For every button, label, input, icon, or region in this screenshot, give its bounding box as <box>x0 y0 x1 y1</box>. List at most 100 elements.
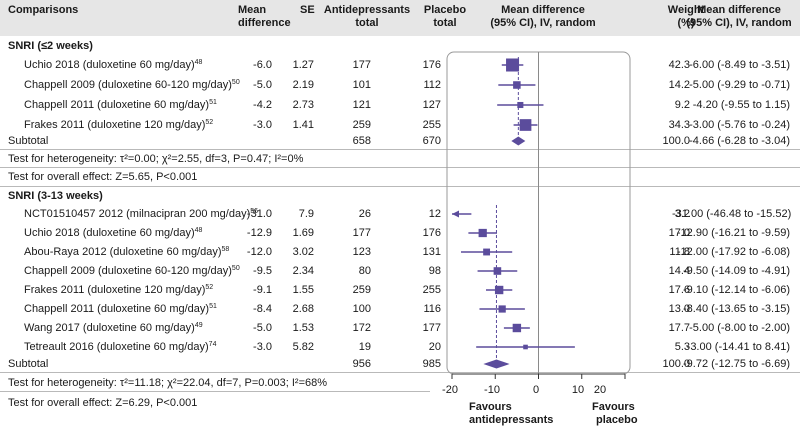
study-weight: 14.4 <box>668 265 690 277</box>
subtotal-label: Subtotal <box>8 135 49 147</box>
subtotal-placebo-total: 670 <box>422 135 441 147</box>
study-weight: 5.3 <box>674 341 690 353</box>
study-ci: -5.00 (-8.00 to -2.00) <box>689 322 790 334</box>
study-md: -9.5 <box>253 265 272 277</box>
study-marker <box>483 248 491 256</box>
heterogeneity-text: Test for heterogeneity: τ²=0.00; χ²=2.55… <box>8 153 304 165</box>
study-label: Chappell 2009 (duloxetine 60-120 mg/day)… <box>24 265 240 277</box>
study-label: Frakes 2011 (duloxetine 120 mg/day)52 <box>24 284 214 296</box>
study-weight: 17.0 <box>668 227 690 239</box>
subtotal-antidep-total: 658 <box>352 135 371 147</box>
study-se: 2.34 <box>292 265 314 277</box>
study-placebo-total: 112 <box>423 79 441 91</box>
study-weight: 42.3 <box>668 59 690 71</box>
study-se: 1.69 <box>292 227 314 239</box>
study-md: -12.9 <box>246 227 272 239</box>
study-antidep-total: 100 <box>352 303 371 315</box>
study-marker <box>512 323 522 333</box>
header-weight-2: (%) <box>677 17 695 29</box>
study-placebo-total: 127 <box>422 99 441 111</box>
study-placebo-total: 177 <box>422 322 441 334</box>
study-antidep-total: 26 <box>358 208 371 220</box>
study-ci: -3.00 (-5.76 to -0.24) <box>689 119 790 131</box>
favours-left-1: Favours <box>469 401 512 413</box>
study-marker <box>523 344 528 350</box>
axis-tick-label: 20 <box>593 384 607 396</box>
ci-arrow <box>452 210 459 218</box>
study-label: Wang 2017 (duloxetine 60 mg/day)49 <box>24 322 203 334</box>
study-marker <box>519 119 532 131</box>
study-se: 2.19 <box>292 79 314 91</box>
study-label: Uchio 2018 (duloxetine 60 mg/day)48 <box>24 227 203 239</box>
study-se: 5.82 <box>292 341 314 353</box>
divider <box>0 391 430 392</box>
header-ci-1: Mean difference <box>697 4 781 16</box>
study-md: -5.0 <box>253 322 272 334</box>
axis-tick-label: 0 <box>532 384 540 396</box>
study-placebo-total: 176 <box>422 227 441 239</box>
study-antidep-total: 259 <box>352 119 371 131</box>
study-md: -3.0 <box>253 119 272 131</box>
study-ci: -6.00 (-8.49 to -3.51) <box>689 59 790 71</box>
study-se: 3.02 <box>292 246 314 258</box>
divider <box>0 186 800 187</box>
header-mean-diff-2: difference <box>238 17 291 29</box>
study-marker <box>513 81 521 89</box>
divider <box>0 372 800 373</box>
pooled-diamond <box>511 136 526 146</box>
header-antidep-1: Antidepressants <box>323 4 411 16</box>
axis-tick-label: -10 <box>484 384 500 396</box>
study-marker <box>493 267 502 275</box>
header-placebo-2: total <box>433 17 457 29</box>
study-md: -31.0 <box>246 208 272 220</box>
study-antidep-total: 177 <box>352 59 371 71</box>
header-weight-1: Weight <box>667 4 705 16</box>
subtotal-ci: -4.66 (-6.28 to -3.04) <box>689 135 790 147</box>
study-ci: -5.00 (-9.29 to -0.71) <box>689 79 790 91</box>
study-md: -12.0 <box>246 246 272 258</box>
study-antidep-total: 172 <box>352 322 371 334</box>
study-label: Chappell 2009 (duloxetine 60-120 mg/day)… <box>24 79 240 91</box>
section-title: SNRI (3-13 weeks) <box>8 190 103 202</box>
study-se: 7.9 <box>298 208 314 220</box>
header-plot-2: (95% CI), IV, random <box>490 17 596 29</box>
study-ci: -4.20 (-9.55 to 1.15) <box>692 99 790 111</box>
study-label: NCT01510457 2012 (milnacipran 200 mg/day… <box>24 208 259 220</box>
subtotal-label: Subtotal <box>8 358 49 370</box>
study-label: Tetreault 2016 (duloxetine 60 mg/day)74 <box>24 341 217 353</box>
study-placebo-total: 116 <box>423 303 441 315</box>
study-antidep-total: 259 <box>352 284 371 296</box>
subtotal-antidep-total: 956 <box>352 358 371 370</box>
study-se: 2.68 <box>292 303 314 315</box>
study-md: -6.0 <box>253 59 272 71</box>
study-label: Chappell 2011 (duloxetine 60 mg/day)51 <box>24 99 217 111</box>
header-ci-2: (95% CI), IV, random <box>686 17 792 29</box>
favours-left-2: antidepressants <box>469 414 554 426</box>
study-antidep-total: 101 <box>352 79 371 91</box>
header-plot-1: Mean difference <box>501 4 585 16</box>
study-ci: -12.00 (-17.92 to -6.08) <box>676 246 790 258</box>
study-antidep-total: 177 <box>352 227 371 239</box>
study-placebo-total: 255 <box>422 119 441 131</box>
divider <box>0 167 800 168</box>
study-md: -4.2 <box>253 99 272 111</box>
study-ci: -8.40 (-13.65 to -3.15) <box>682 303 790 315</box>
subtotal-weight: 100.0 <box>662 358 690 370</box>
study-marker <box>494 285 504 295</box>
subtotal-weight: 100.0 <box>662 135 690 147</box>
study-ci: -12.90 (-16.21 to -9.59) <box>676 227 790 239</box>
header-comparisons: Comparisons <box>8 4 79 16</box>
subtotal-placebo-total: 985 <box>422 358 441 370</box>
header-placebo-1: Placebo <box>423 4 467 16</box>
study-weight: 9.2 <box>674 99 690 111</box>
study-placebo-total: 176 <box>422 59 441 71</box>
study-weight: 34.3 <box>668 119 690 131</box>
study-se: 2.73 <box>292 99 314 111</box>
section-title: SNRI (≤2 weeks) <box>8 40 93 52</box>
study-weight: 14.2 <box>668 79 690 91</box>
study-marker <box>498 305 506 313</box>
study-label: Chappell 2011 (duloxetine 60 mg/day)51 <box>24 303 217 315</box>
divider <box>0 149 800 150</box>
study-md: -5.0 <box>253 79 272 91</box>
